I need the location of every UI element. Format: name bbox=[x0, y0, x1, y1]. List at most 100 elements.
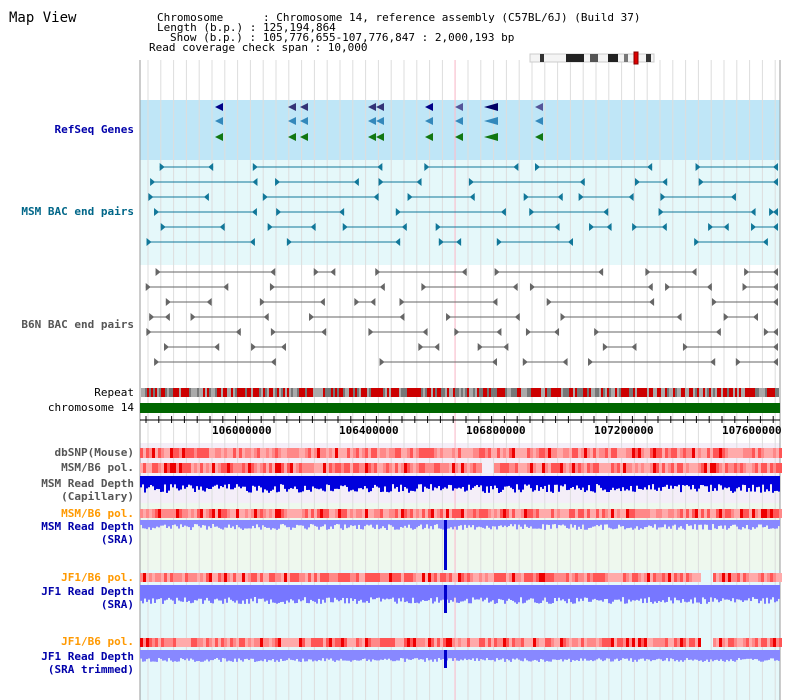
read-depth-bar bbox=[690, 585, 692, 600]
read-depth-bar bbox=[202, 476, 204, 491]
read-depth-bar bbox=[624, 520, 626, 530]
read-depth-bar bbox=[630, 520, 632, 528]
polymorphism-cell bbox=[341, 448, 344, 458]
polymorphism-cell bbox=[353, 573, 356, 582]
read-depth-bar bbox=[740, 476, 742, 491]
refseq-track-bg bbox=[140, 100, 780, 160]
repeat-segment bbox=[423, 388, 425, 397]
bac-end-mark bbox=[773, 178, 778, 186]
polymorphism-cell bbox=[389, 509, 392, 518]
repeat-segment bbox=[667, 388, 669, 397]
read-depth-bar bbox=[670, 585, 672, 601]
polymorphism-cell bbox=[434, 463, 437, 473]
read-depth-bar bbox=[652, 650, 654, 661]
read-depth-bar bbox=[336, 520, 338, 525]
polymorphism-cell bbox=[362, 573, 365, 582]
polymorphism-cell bbox=[506, 509, 509, 518]
read-depth-bar bbox=[730, 650, 732, 660]
read-depth-bar bbox=[440, 520, 442, 529]
polymorphism-cell bbox=[488, 573, 491, 582]
b6n-bac-label[interactable]: B6N BAC end pairs bbox=[21, 318, 134, 331]
polymorphism-cell bbox=[179, 463, 182, 473]
msm-depth-sra-label[interactable]: MSM Read Depth bbox=[41, 520, 134, 533]
polymorphism-cell bbox=[410, 463, 413, 473]
repeat-segment bbox=[741, 388, 743, 397]
polymorphism-cell bbox=[659, 463, 662, 473]
msm-b6-pol2-label[interactable]: MSM/B6 pol. bbox=[61, 507, 134, 520]
read-depth-bar bbox=[230, 520, 232, 528]
read-depth-bar bbox=[240, 585, 242, 604]
repeat-segment bbox=[631, 388, 633, 397]
read-depth-bar bbox=[174, 650, 176, 662]
read-depth-bar bbox=[560, 585, 562, 601]
polymorphism-cell bbox=[611, 463, 614, 473]
read-depth-bar bbox=[626, 476, 628, 490]
read-depth-bar bbox=[770, 476, 772, 485]
repeat-segment bbox=[431, 388, 433, 397]
polymorphism-cell bbox=[539, 573, 542, 582]
polymorphism-cell bbox=[221, 573, 224, 582]
polymorphism-cell bbox=[449, 463, 452, 473]
read-depth-bar bbox=[160, 585, 162, 599]
bac-end-mark bbox=[468, 178, 474, 186]
msm-depth-capillary-label[interactable]: MSM Read Depth bbox=[41, 477, 134, 490]
polymorphism-cell bbox=[497, 463, 500, 473]
repeat-segment bbox=[537, 388, 539, 397]
read-depth-bar bbox=[334, 585, 336, 598]
msm-b6-pol-label[interactable]: MSM/B6 pol. bbox=[61, 461, 134, 474]
polymorphism-cell bbox=[197, 448, 200, 458]
polymorphism-cell bbox=[233, 509, 236, 518]
polymorphism-cell bbox=[320, 509, 323, 518]
repeat-segment bbox=[397, 388, 399, 397]
bac-end-mark bbox=[469, 193, 475, 201]
repeat-segment bbox=[401, 388, 403, 397]
jf1-b6-pol2-label[interactable]: JF1/B6 pol. bbox=[61, 635, 134, 648]
repeat-segment bbox=[701, 388, 703, 397]
read-depth-bar bbox=[728, 476, 730, 488]
read-depth-bar bbox=[764, 650, 766, 661]
msm-bac-label[interactable]: MSM BAC end pairs bbox=[21, 205, 134, 218]
read-depth-bar bbox=[650, 520, 652, 527]
polymorphism-cell bbox=[386, 638, 389, 647]
polymorphism-cell bbox=[170, 573, 173, 582]
polymorphism-cell bbox=[200, 573, 203, 582]
read-depth-bar bbox=[682, 520, 684, 529]
polymorphism-cell bbox=[656, 638, 659, 647]
polymorphism-cell bbox=[548, 573, 551, 582]
polymorphism-cell bbox=[716, 573, 719, 582]
jf1-b6-pol-label[interactable]: JF1/B6 pol. bbox=[61, 571, 134, 584]
polymorphism-cell bbox=[179, 573, 182, 582]
polymorphism-cell bbox=[575, 638, 578, 647]
repeat-segment bbox=[169, 388, 171, 397]
read-depth-bar bbox=[214, 650, 216, 660]
read-depth-bar bbox=[416, 520, 418, 528]
polymorphism-cell bbox=[227, 448, 230, 458]
polymorphism-cell bbox=[668, 573, 671, 582]
polymorphism-cell bbox=[665, 509, 668, 518]
read-depth-bar bbox=[372, 650, 374, 660]
read-depth-bar bbox=[716, 476, 718, 491]
read-depth-bar bbox=[616, 520, 618, 529]
repeat-segment bbox=[219, 388, 221, 397]
read-depth-bar bbox=[444, 476, 446, 488]
read-depth-bar bbox=[564, 650, 566, 660]
polymorphism-cell bbox=[173, 573, 176, 582]
read-depth-bar bbox=[382, 650, 384, 660]
read-depth-bar bbox=[744, 520, 746, 529]
polymorphism-cell bbox=[773, 638, 776, 647]
polymorphism-cell bbox=[464, 509, 467, 518]
polymorphism-cell bbox=[545, 448, 548, 458]
bac-end-mark bbox=[723, 313, 729, 321]
polymorphism-cell bbox=[620, 463, 623, 473]
polymorphism-cell bbox=[629, 463, 632, 473]
refseq-genes-label[interactable]: RefSeq Genes bbox=[54, 123, 134, 136]
jf1-depth-trimmed-label[interactable]: JF1 Read Depth bbox=[41, 650, 134, 663]
polymorphism-cell bbox=[530, 509, 533, 518]
read-depth-bar bbox=[192, 520, 194, 528]
dbsnp-label[interactable]: dbSNP(Mouse) bbox=[54, 446, 134, 459]
read-depth-bar bbox=[332, 476, 334, 492]
read-depth-bar bbox=[482, 476, 484, 492]
bac-end-mark bbox=[259, 298, 265, 306]
polymorphism-cell bbox=[452, 463, 455, 473]
jf1-depth-sra-label[interactable]: JF1 Read Depth bbox=[41, 585, 134, 598]
